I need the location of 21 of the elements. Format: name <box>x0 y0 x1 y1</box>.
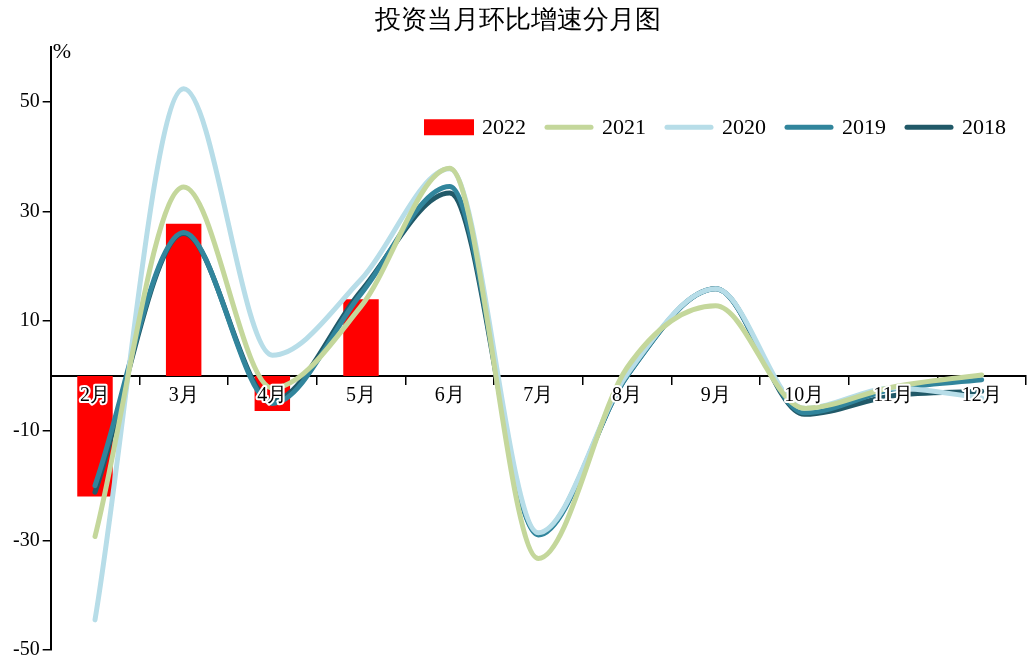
legend-label: 2019 <box>842 113 886 139</box>
y-axis-title: % <box>52 37 71 63</box>
y-tick-label: -10 <box>12 418 40 441</box>
x-tick-label: 10月 <box>784 383 825 406</box>
legend-label: 2020 <box>722 113 766 139</box>
x-tick-label: 3月 <box>168 383 199 406</box>
x-tick-label: 7月 <box>523 383 554 406</box>
x-tick-label: 9月 <box>700 383 731 406</box>
y-tick-label: 50 <box>19 89 40 112</box>
y-tick-label: 30 <box>19 198 40 221</box>
chart-title: 投资当月环比增速分月图 <box>374 5 661 35</box>
legend-label: 2022 <box>482 113 526 139</box>
y-tick-label: -50 <box>12 637 40 660</box>
x-tick-label: 2月 <box>79 383 110 406</box>
x-tick-label: 6月 <box>434 383 465 406</box>
y-tick-label: -30 <box>12 527 40 550</box>
legend-label: 2021 <box>602 113 646 139</box>
x-tick-label: 5月 <box>346 383 376 406</box>
bar <box>165 223 202 376</box>
legend-label: 2018 <box>962 113 1006 139</box>
y-tick-label: 10 <box>19 308 40 331</box>
